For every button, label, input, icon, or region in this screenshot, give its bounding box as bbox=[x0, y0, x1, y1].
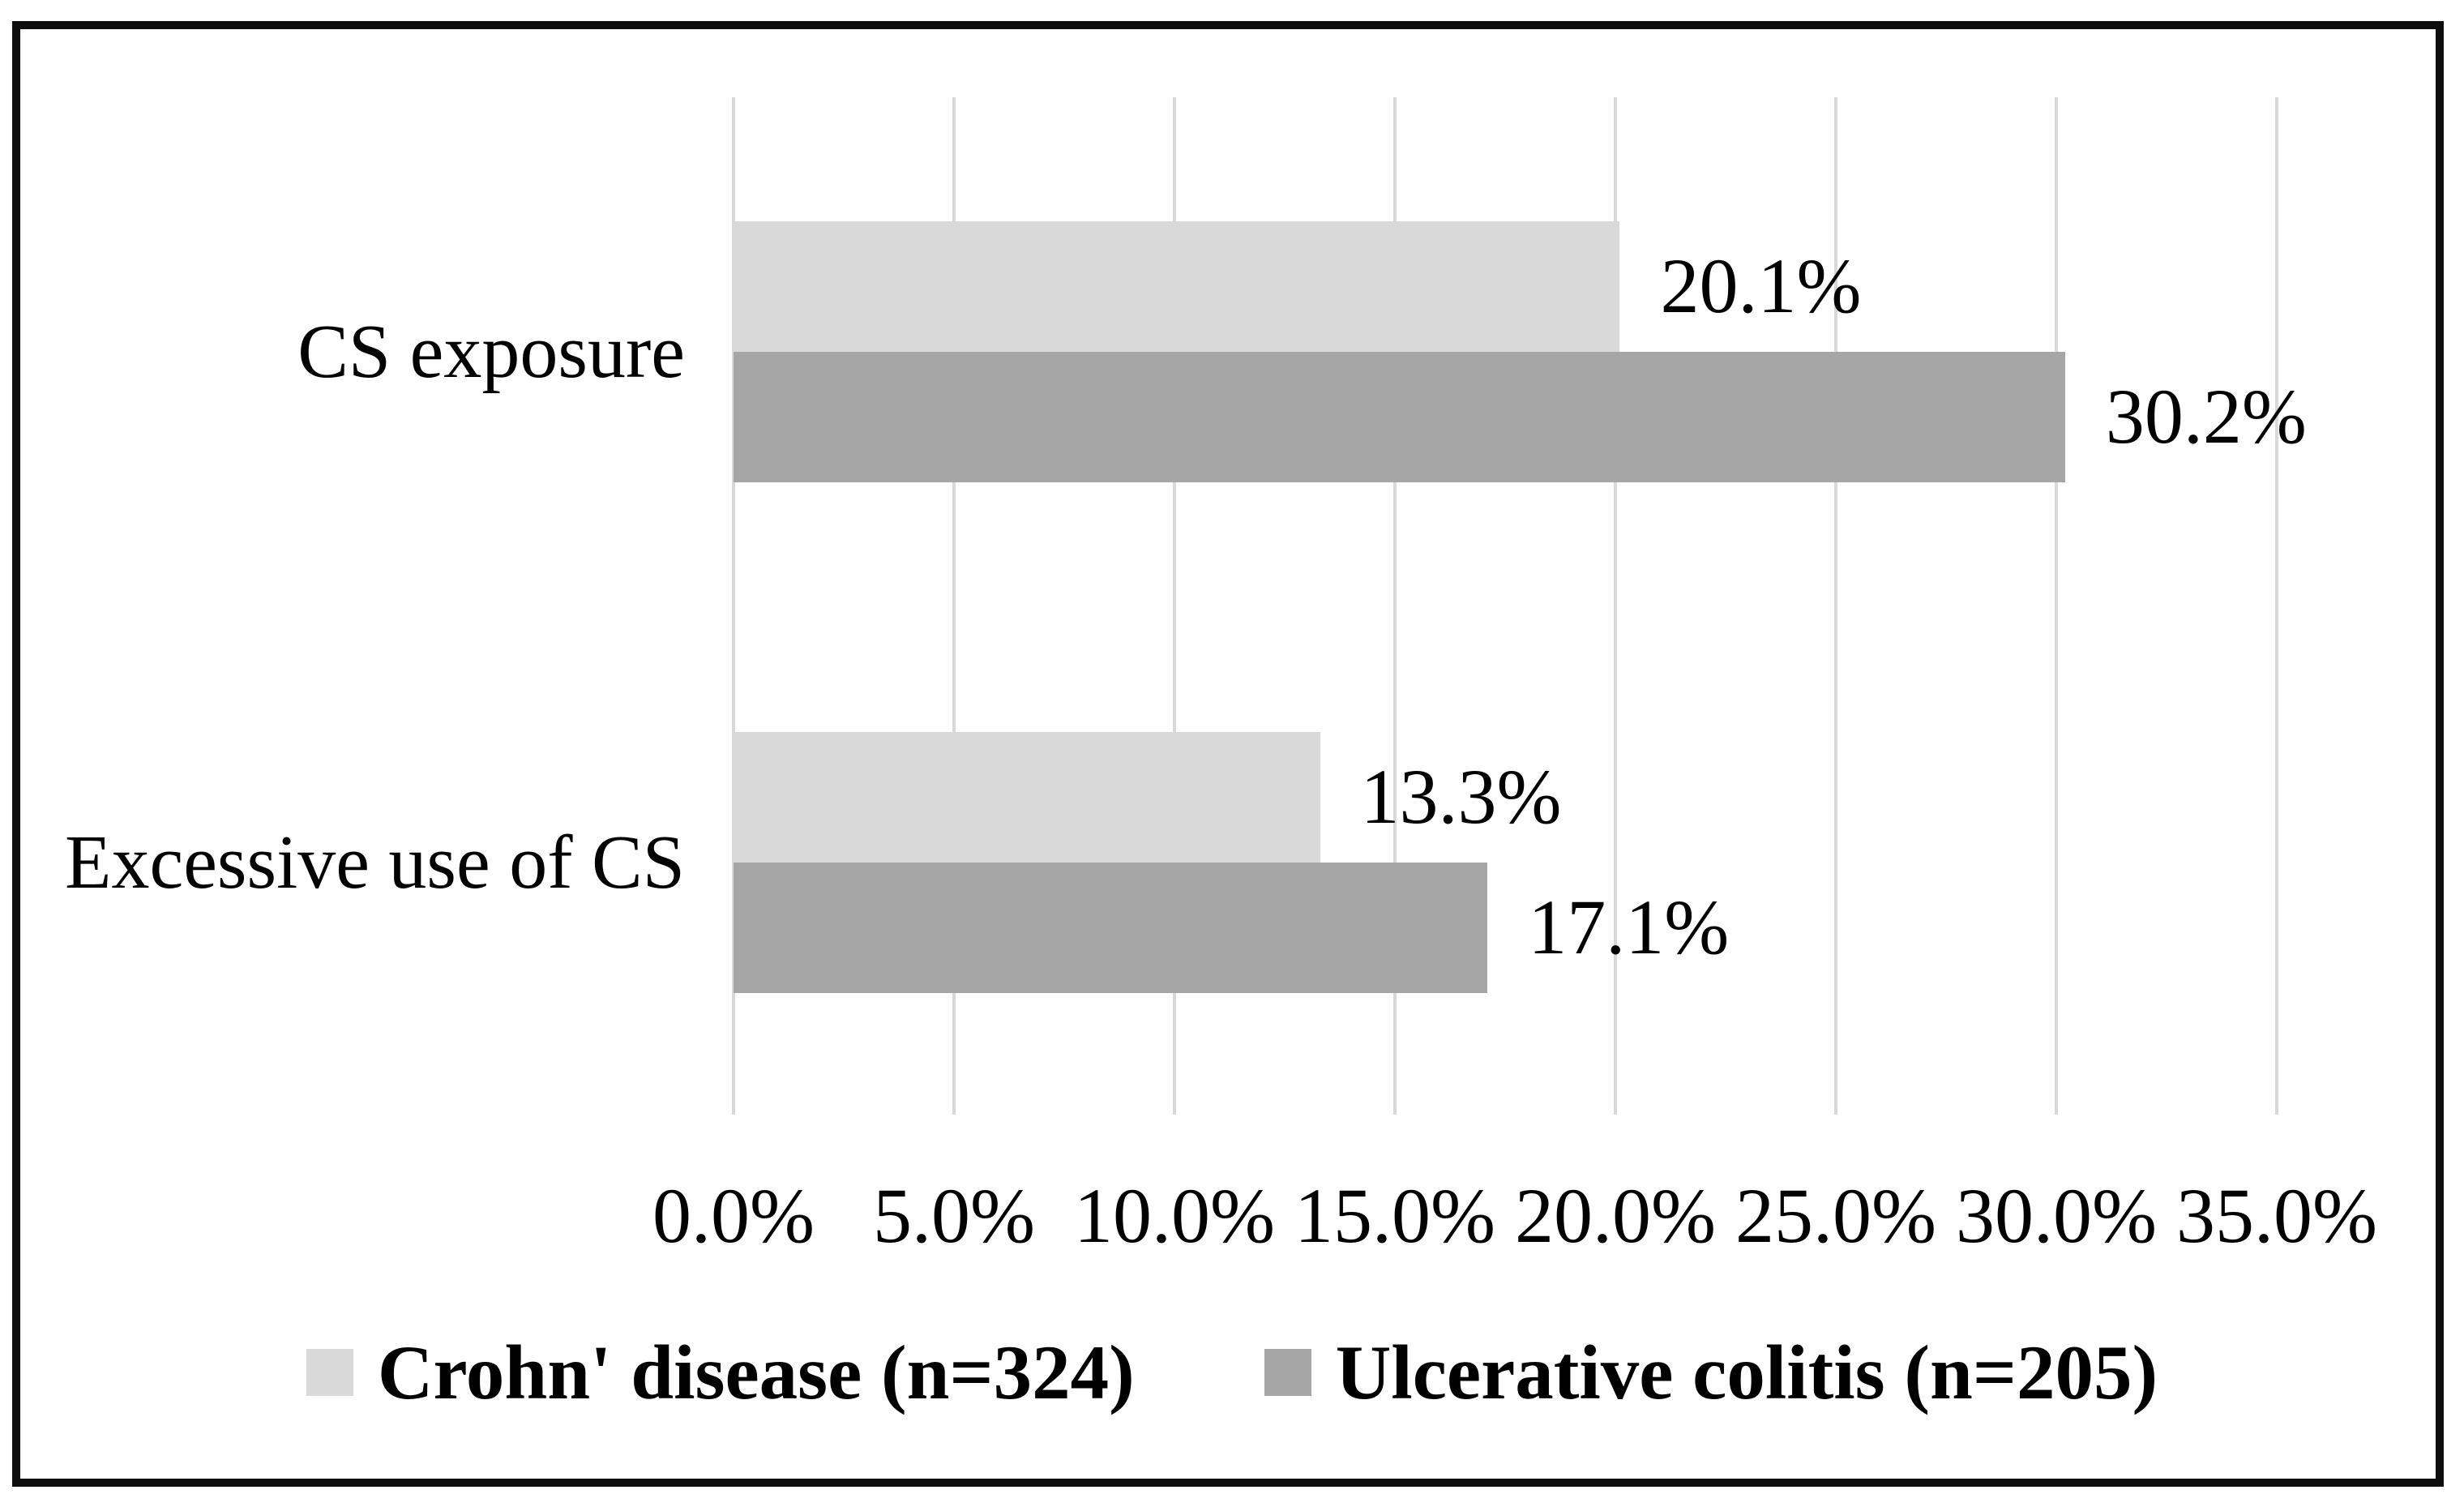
x-axis-tick-label: 20.0% bbox=[1515, 1172, 1716, 1259]
legend-label: Crohn' disease (n=324) bbox=[377, 1329, 1135, 1415]
bar-crohn-1 bbox=[734, 731, 1320, 863]
gridline bbox=[1834, 97, 1837, 1115]
data-label: 20.1% bbox=[1660, 242, 1862, 329]
bar-uc-1 bbox=[734, 862, 1488, 993]
x-axis-tick-label: 25.0% bbox=[1735, 1172, 1936, 1259]
data-label: 17.1% bbox=[1528, 884, 1730, 970]
data-label: 30.2% bbox=[2105, 373, 2307, 460]
bar-uc-0 bbox=[734, 351, 2065, 482]
legend: Crohn' disease (n=324) Ulcerative colitis… bbox=[0, 1320, 2464, 1425]
data-label: 13.3% bbox=[1360, 753, 1562, 840]
legend-entry: Ulcerative colitis (n=205) bbox=[1264, 1328, 2158, 1417]
x-axis-tick-label: 10.0% bbox=[1074, 1172, 1275, 1259]
x-axis-tick-label: 5.0% bbox=[873, 1172, 1035, 1259]
legend-swatch-icon bbox=[306, 1349, 353, 1396]
gridline bbox=[1173, 97, 1176, 1115]
gridline bbox=[2055, 97, 2058, 1115]
category-label: Excessive use of CS bbox=[65, 820, 685, 905]
x-axis-tick-label: 35.0% bbox=[2176, 1172, 2377, 1259]
gridline bbox=[952, 97, 956, 1115]
legend-entry: Crohn' disease (n=324) bbox=[306, 1328, 1135, 1417]
gridline bbox=[1393, 97, 1397, 1115]
x-axis-tick-label: 0.0% bbox=[652, 1172, 815, 1259]
legend-label: Ulcerative colitis (n=205) bbox=[1335, 1329, 2158, 1415]
category-label: CS exposure bbox=[297, 309, 685, 394]
x-axis-tick-label: 30.0% bbox=[1956, 1172, 2157, 1259]
bar-crohn-0 bbox=[734, 220, 1620, 352]
gridline bbox=[1614, 97, 1617, 1115]
gridline bbox=[732, 97, 735, 1115]
gridline bbox=[2275, 97, 2278, 1115]
legend-swatch-icon bbox=[1264, 1349, 1311, 1396]
x-axis-tick-label: 15.0% bbox=[1294, 1172, 1495, 1259]
